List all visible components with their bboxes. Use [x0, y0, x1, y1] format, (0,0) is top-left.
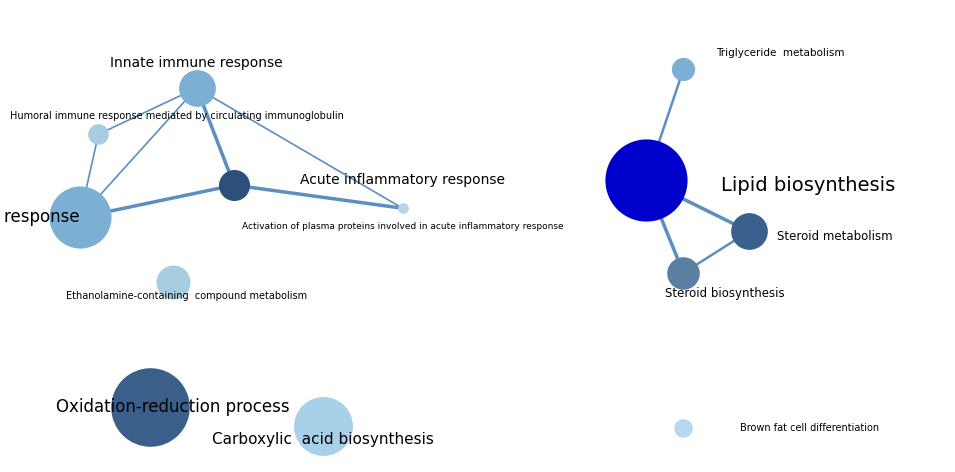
Text: Innate immune response: Innate immune response	[111, 56, 283, 69]
Text: Oxidation-reduction process: Oxidation-reduction process	[56, 398, 290, 416]
Point	[226, 181, 242, 189]
Text: Lipid biosynthesis: Lipid biosynthesis	[721, 176, 895, 194]
Text: Humoral immune response mediated by circulating immunoglobulin: Humoral immune response mediated by circ…	[10, 111, 344, 121]
Text: Brown fat cell differentiation: Brown fat cell differentiation	[739, 423, 879, 433]
Point	[142, 404, 158, 411]
Text: Defense response: Defense response	[0, 209, 80, 227]
Text: Steroid biosynthesis: Steroid biosynthesis	[665, 287, 784, 300]
Point	[676, 424, 691, 432]
Point	[73, 214, 88, 221]
Point	[638, 177, 653, 184]
Point	[395, 204, 411, 212]
Text: Triglyceride  metabolism: Triglyceride metabolism	[716, 48, 844, 58]
Text: Acute inflammatory response: Acute inflammatory response	[300, 174, 504, 187]
Point	[189, 84, 204, 92]
Point	[741, 228, 756, 235]
Text: Steroid metabolism: Steroid metabolism	[777, 229, 893, 243]
Point	[315, 422, 330, 430]
Text: Activation of plasma proteins involved in acute inflammatory response: Activation of plasma proteins involved i…	[242, 222, 563, 231]
Point	[166, 278, 181, 286]
Point	[676, 269, 691, 277]
Text: Carboxylic  acid biosynthesis: Carboxylic acid biosynthesis	[212, 432, 434, 447]
Point	[676, 66, 691, 73]
Text: Ethanolamine-containing  compound metabolism: Ethanolamine-containing compound metabol…	[66, 291, 307, 301]
Point	[91, 130, 106, 138]
